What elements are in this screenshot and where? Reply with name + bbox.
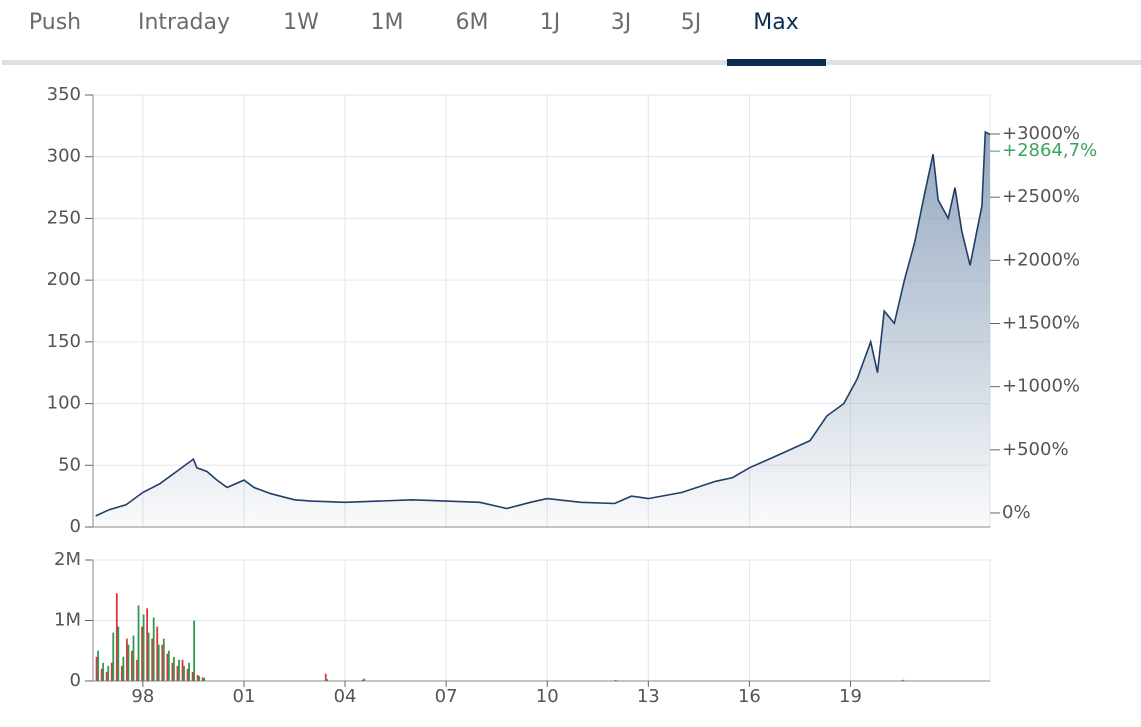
current-change-label: +2864,7% [1002,140,1097,161]
volume-bar [326,679,329,681]
volume-bar [141,626,143,681]
volume-bar [198,676,201,681]
price-area [95,132,990,527]
y2-tick-label: +500% [1002,439,1069,460]
x-tick-label: 07 [435,686,458,707]
volume-bar [203,677,206,681]
volume-bar [188,662,190,681]
x-tick-label: 16 [738,686,761,707]
volume-bar [173,656,175,681]
y-tick-label: 50 [58,454,81,475]
volume-bar [110,662,113,681]
volume-bar [136,659,138,681]
tab[interactable]: Intraday [137,10,231,35]
tab[interactable]: Push [28,10,82,35]
y-tick-label: 200 [47,269,81,290]
tab-bar: Push Intraday 1W 1M 6M 1J 3J 5J Max [0,0,1141,66]
volume-bar [112,632,115,681]
y-tick-label: 1M [54,610,81,631]
y2-tick-label: +2000% [1002,249,1080,270]
chart: 0501001502002503003500%+500%+1000%+1500%… [47,84,1098,707]
volume-bar [120,665,123,681]
volume-bar [137,605,140,681]
volume-bar [162,638,165,681]
volume-bar [176,665,179,681]
volume-bar [201,677,204,681]
x-tick-label: 98 [131,686,154,707]
volume-bar [361,679,364,681]
y-tick-label: 300 [47,146,81,167]
tab[interactable]: Max [753,10,799,35]
volume-bar [902,679,905,681]
tab-track [2,60,1141,65]
volume-bar [193,620,196,681]
volume-bar [147,632,150,681]
y2-tick-label: 0% [1002,502,1031,523]
x-tick-label: 01 [233,686,256,707]
volume-bar [363,678,366,681]
volume-bar [616,680,618,681]
volume-bar [186,668,189,681]
volume-bar [95,656,98,681]
volume-bar [166,653,169,681]
volume-bar [102,662,105,681]
x-tick-label: 19 [839,686,862,707]
volume-bar [97,650,99,681]
volume-bar [131,650,133,681]
volume-bar [107,665,110,681]
volume-bar [178,659,180,681]
volume-bar [167,650,170,681]
tab[interactable]: 6M [455,10,489,35]
volume-bar [614,680,617,681]
tab[interactable]: 1J [539,10,561,35]
volume-bar [324,673,327,681]
x-tick-label: 04 [334,686,357,707]
y-tick-label: 350 [47,84,81,105]
y2-tick-label: +1000% [1002,376,1080,397]
volume-bar [115,593,118,681]
volume-bar [126,638,128,681]
volume-bar [183,665,185,681]
volume-bar [142,614,145,681]
x-tick-label: 13 [637,686,660,707]
y2-tick-label: +2500% [1002,186,1080,207]
volume-bar [901,680,903,681]
volume-bar [171,662,174,681]
y-tick-label: 150 [47,331,81,352]
volume-bar [191,671,194,681]
tab[interactable]: 5J [680,10,702,35]
volume-bar [127,644,130,681]
y2-tick-label: +1500% [1002,313,1080,334]
volume-bar [157,644,160,681]
volume-bar [146,608,149,681]
volume-bar [196,674,199,681]
y-tick-label: 250 [47,207,81,228]
active-tab-indicator [727,59,826,66]
volume-bar [152,617,155,681]
volume-bar [161,644,164,681]
y-tick-label: 2M [54,549,81,570]
volume-bar [181,659,184,681]
volume-bar [122,656,125,681]
volume-bar [117,626,120,681]
tab[interactable]: 1M [370,10,404,35]
tab[interactable]: 1W [283,10,319,35]
y2-tick-label: +3000% [1002,123,1080,144]
y-tick-label: 100 [47,393,81,414]
volume-bar [151,638,154,681]
price-line [95,130,991,517]
volume-bar [132,635,135,681]
volume-bar [156,626,159,681]
volume-bar [105,671,108,681]
x-tick-label: 10 [536,686,559,707]
y-tick-label: 0 [70,516,81,537]
y-tick-label: 0 [70,670,81,691]
tab[interactable]: 3J [610,10,632,35]
volume-bar [100,668,103,681]
